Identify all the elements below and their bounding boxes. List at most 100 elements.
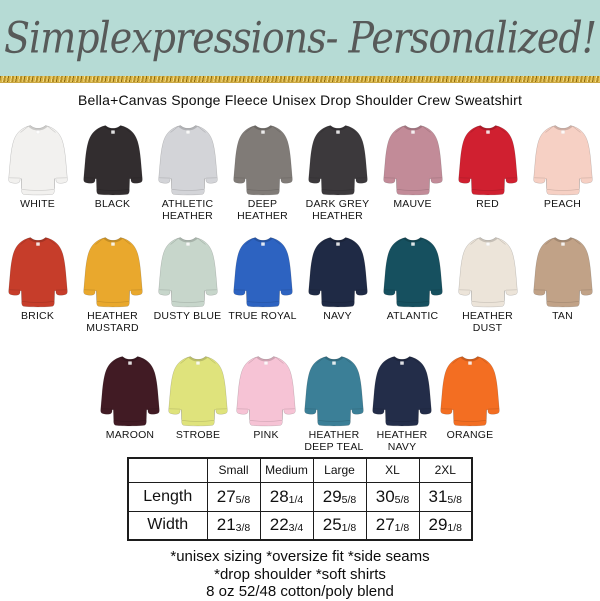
color-label: RED <box>476 198 499 210</box>
color-label: HEATHER MUSTARD <box>86 310 139 334</box>
color-label: ORANGE <box>446 429 494 441</box>
shop-name: Simplexpressions- Personalized! <box>4 13 597 63</box>
color-swatch-white: WHITE <box>0 119 75 222</box>
color-label: BRICK <box>20 310 55 322</box>
color-swatch-deep-heather: DEEP HEATHER <box>225 119 300 222</box>
size-value: 281/4 <box>259 481 314 512</box>
color-label: HEATHER NAVY <box>376 429 428 453</box>
color-swatch-maroon: MAROON <box>96 350 164 453</box>
sweatshirt-icon <box>156 119 220 197</box>
sweatshirt-icon <box>234 350 298 428</box>
color-row-1: WHITE BLACK ATHLETIC HEATHER DEEP HEATHER DA… <box>0 119 600 222</box>
size-value: 315/8 <box>418 481 473 512</box>
color-swatch-dusty-blue: DUSTY BLUE <box>150 231 225 334</box>
size-row-length: Length 275/8 281/4 295/8 305/8 315/8 <box>127 481 473 512</box>
color-label: TRUE ROYAL <box>228 310 297 322</box>
dimension-label: Width <box>127 510 208 541</box>
sweatshirt-icon <box>456 231 520 309</box>
color-label: HEATHER DEEP TEAL <box>304 429 364 453</box>
color-label: STROBE <box>175 429 221 441</box>
color-label: DEEP HEATHER <box>237 198 288 222</box>
sweatshirt-icon <box>531 119 595 197</box>
size-col-header-large: Large <box>312 457 367 483</box>
note-line: *drop shoulder *soft shirts <box>214 565 386 583</box>
dimension-label: Length <box>127 481 208 512</box>
sweatshirt-icon <box>166 350 230 428</box>
size-col-header-medium: Medium <box>259 457 314 483</box>
sweatshirt-icon <box>6 231 70 309</box>
size-value: 213/8 <box>206 510 261 541</box>
sweatshirt-icon <box>370 350 434 428</box>
size-corner-cell <box>127 457 208 483</box>
color-swatch-heather-dust: HEATHER DUST <box>450 231 525 334</box>
color-swatch-brick: BRICK <box>0 231 75 334</box>
color-swatch-heather-deep-teal: HEATHER DEEP TEAL <box>300 350 368 453</box>
color-swatch-tan: TAN <box>525 231 600 334</box>
color-label: ATHLETIC HEATHER <box>161 198 214 222</box>
color-swatch-strobe: STROBE <box>164 350 232 453</box>
color-swatch-dark-grey-heather: DARK GREY HEATHER <box>300 119 375 222</box>
glitter-divider <box>0 76 600 83</box>
color-swatch-red: RED <box>450 119 525 222</box>
color-label: HEATHER DUST <box>462 310 513 334</box>
color-label: PEACH <box>543 198 582 210</box>
sweatshirt-icon <box>231 119 295 197</box>
color-swatch-peach: PEACH <box>525 119 600 222</box>
size-value: 275/8 <box>206 481 261 512</box>
color-label: ATLANTIC <box>386 310 439 322</box>
color-label: DUSTY BLUE <box>153 310 222 322</box>
product-notes: *unisex sizing *oversize fit *side seams… <box>0 548 600 601</box>
sweatshirt-icon <box>531 231 595 309</box>
color-label: MAUVE <box>393 198 432 210</box>
sweatshirt-icon <box>156 231 220 309</box>
color-label: WHITE <box>20 198 55 210</box>
color-row-2: BRICK HEATHER MUSTARD DUSTY BLUE TRUE ROYAL… <box>0 231 600 334</box>
size-row-width: Width 213/8 223/4 251/8 271/8 291/8 <box>127 510 473 541</box>
size-col-header-2xl: 2XL <box>418 457 473 483</box>
color-swatch-mauve: MAUVE <box>375 119 450 222</box>
size-value: 271/8 <box>365 510 420 541</box>
note-line: *unisex sizing *oversize fit *side seams <box>170 548 430 565</box>
sweatshirt-icon <box>381 119 445 197</box>
color-swatch-atlantic: ATLANTIC <box>375 231 450 334</box>
sweatshirt-icon <box>231 231 295 309</box>
size-value: 295/8 <box>312 481 367 512</box>
color-label: MAROON <box>105 429 155 441</box>
size-value: 251/8 <box>312 510 367 541</box>
sweatshirt-icon <box>6 119 70 197</box>
color-grid: WHITE BLACK ATHLETIC HEATHER DEEP HEATHER DA… <box>0 119 600 453</box>
color-label: PINK <box>253 429 279 441</box>
color-label: NAVY <box>323 310 352 322</box>
sweatshirt-icon <box>306 119 370 197</box>
note-line: 8 oz 52/48 cotton/poly blend <box>206 583 394 600</box>
sweatshirt-icon <box>81 231 145 309</box>
color-swatch-black: BLACK <box>75 119 150 222</box>
color-swatch-navy: NAVY <box>300 231 375 334</box>
color-swatch-pink: PINK <box>232 350 300 453</box>
size-chart-table: Small Medium Large XL 2XL Length 275/8 281/4 295… <box>127 457 473 541</box>
sweatshirt-icon <box>306 231 370 309</box>
color-swatch-heather-mustard: HEATHER MUSTARD <box>75 231 150 334</box>
sweatshirt-icon <box>302 350 366 428</box>
size-value: 223/4 <box>259 510 314 541</box>
sweatshirt-icon <box>456 119 520 197</box>
color-swatch-athletic-heather: ATHLETIC HEATHER <box>150 119 225 222</box>
size-col-header-small: Small <box>206 457 261 483</box>
sweatshirt-icon <box>438 350 502 428</box>
product-title: Bella+Canvas Sponge Fleece Unisex Drop S… <box>77 92 523 108</box>
color-swatch-true-royal: TRUE ROYAL <box>225 231 300 334</box>
sweatshirt-icon <box>98 350 162 428</box>
size-value: 291/8 <box>418 510 473 541</box>
sweatshirt-icon <box>81 119 145 197</box>
color-label: BLACK <box>94 198 131 210</box>
color-label: TAN <box>552 310 573 322</box>
color-row-3: MAROON STROBE PINK HEATHER DEEP TEAL HEATHER… <box>0 350 600 453</box>
size-value: 305/8 <box>365 481 420 512</box>
shop-banner: Simplexpressions- Personalized! <box>0 0 600 76</box>
color-swatch-heather-navy: HEATHER NAVY <box>368 350 436 453</box>
size-col-header-xl: XL <box>365 457 420 483</box>
size-header-row: Small Medium Large XL 2XL <box>127 457 473 483</box>
sweatshirt-icon <box>381 231 445 309</box>
color-swatch-orange: ORANGE <box>436 350 504 453</box>
